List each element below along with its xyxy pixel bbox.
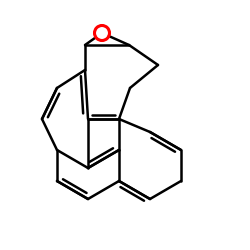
Circle shape: [96, 27, 108, 39]
